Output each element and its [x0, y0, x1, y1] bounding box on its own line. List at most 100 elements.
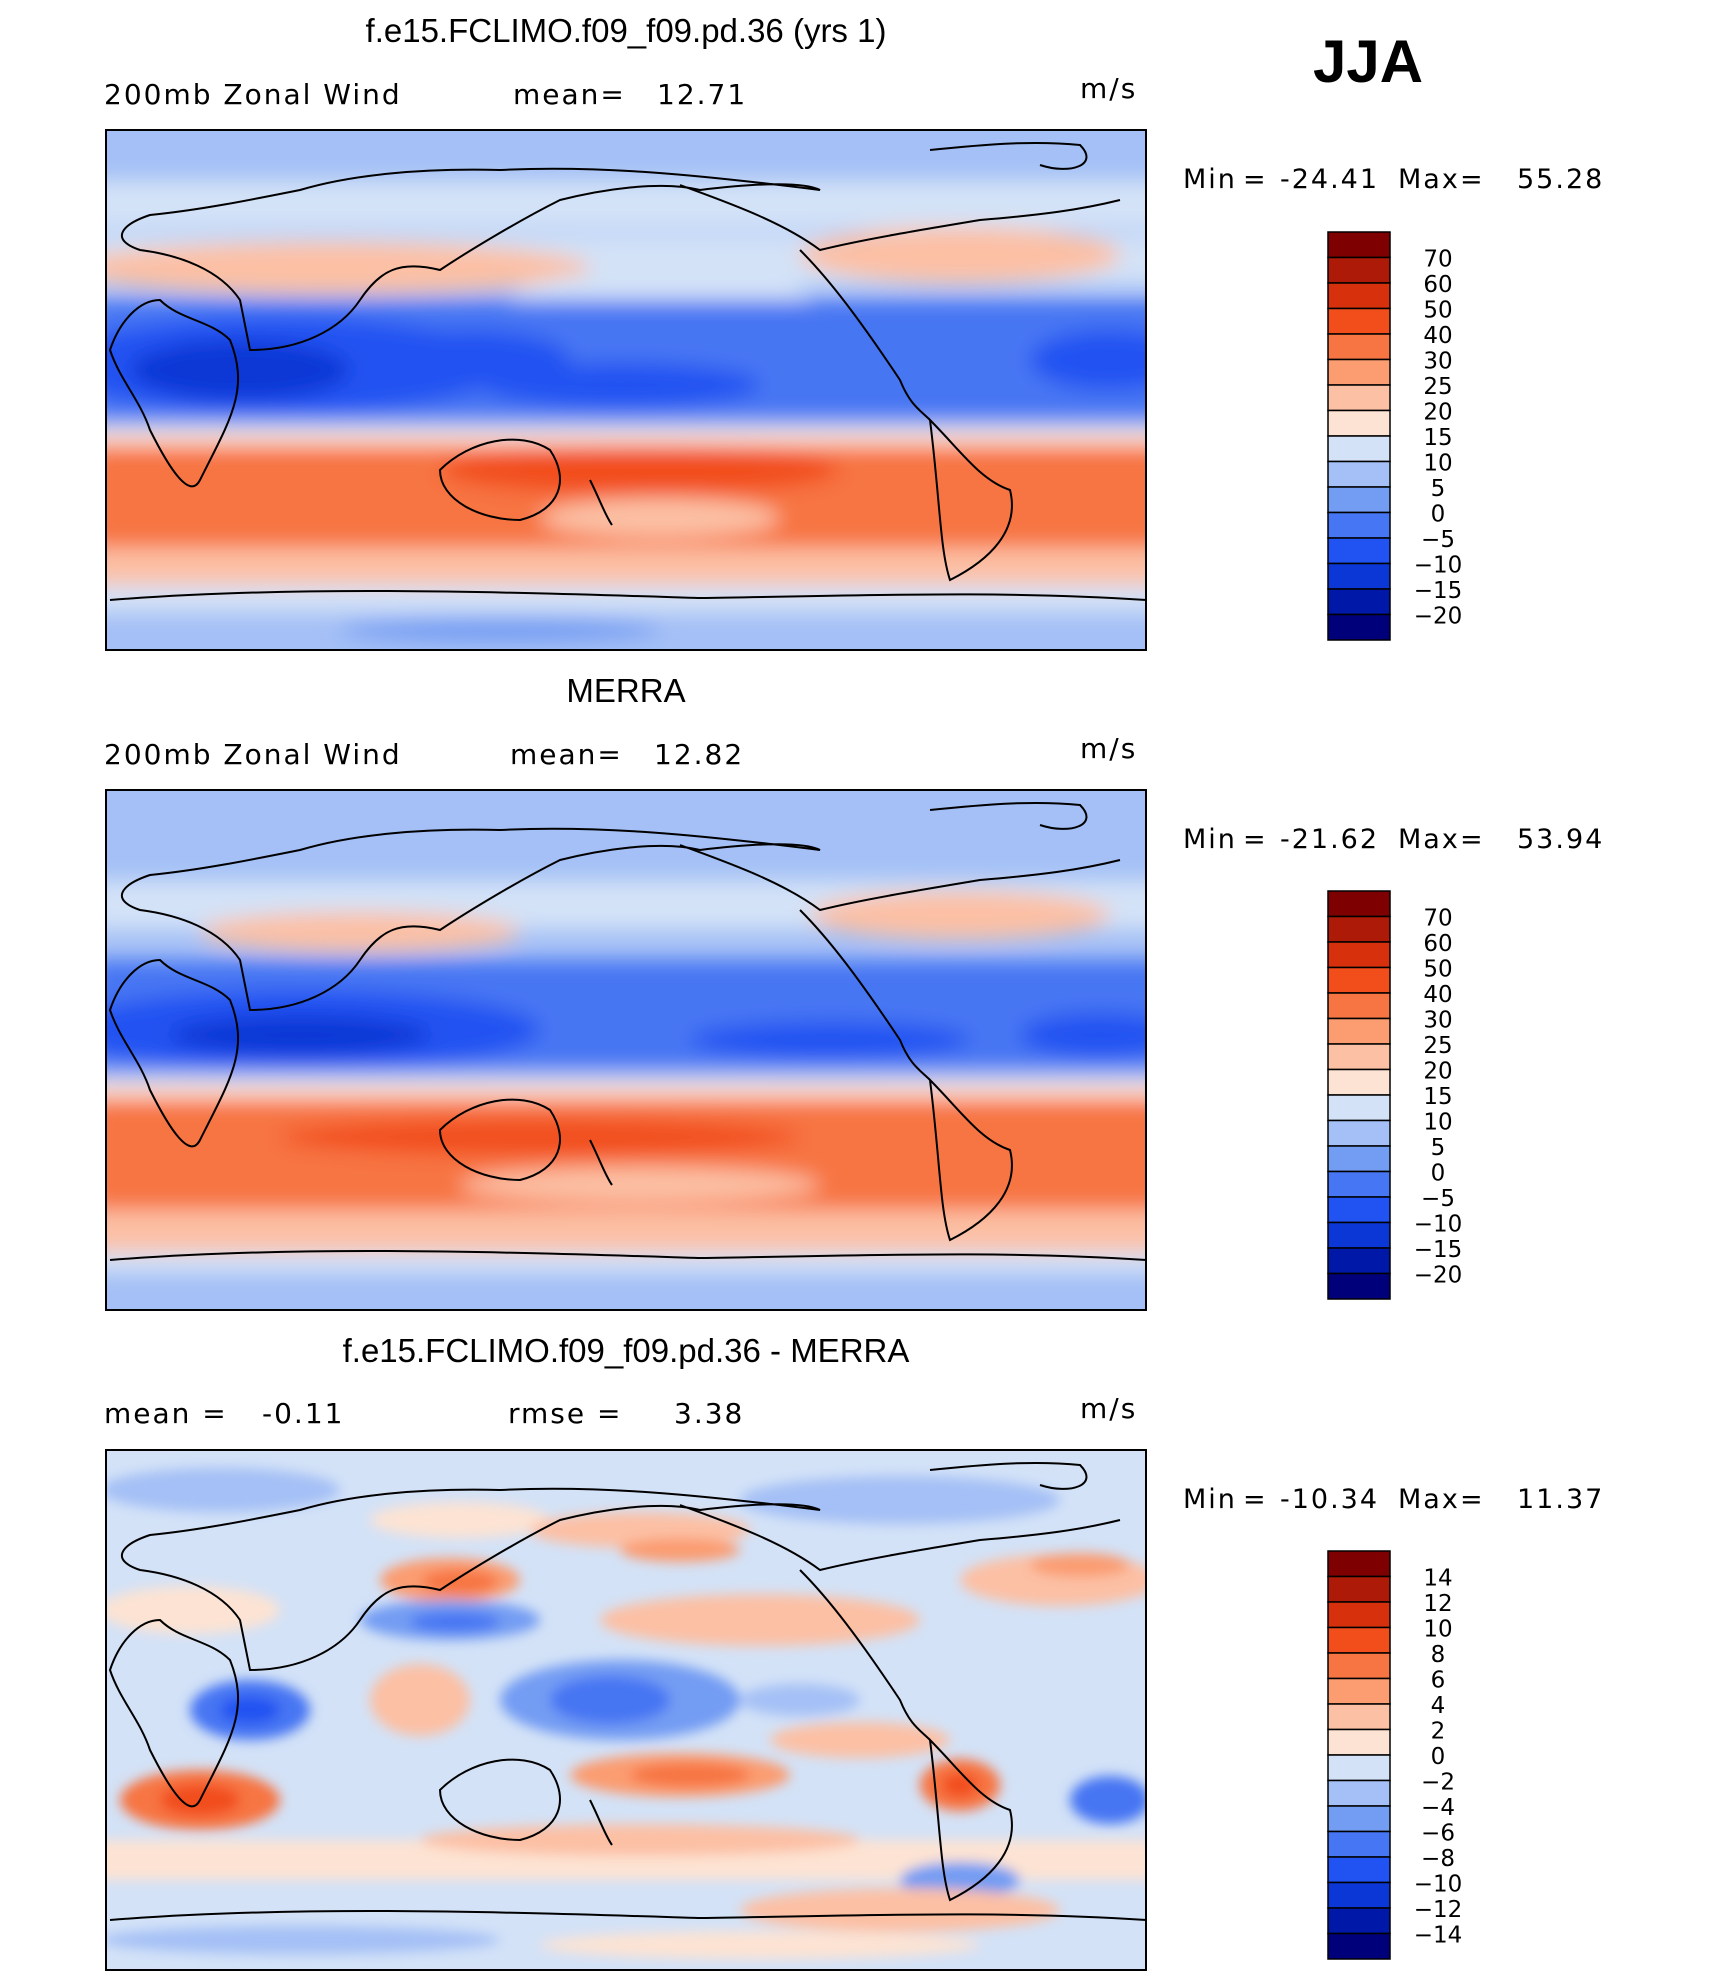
- colorbar-tick-label: −8: [1421, 1846, 1455, 1872]
- max-label: Max: [1398, 824, 1460, 855]
- colorbar-tick-label: 20: [1423, 1059, 1452, 1085]
- map-frame: [105, 129, 1147, 651]
- max-value: 11.37: [1517, 1484, 1604, 1515]
- colorbar-tick-label: 5: [1431, 1135, 1446, 1161]
- svg-text:=: =: [1243, 824, 1268, 855]
- panel-merra: MERRA 200mb Zonal Wind mean= 12.82 m/s: [104, 672, 1604, 1311]
- min-label: Min: [1183, 824, 1237, 855]
- colorbar-swatch: [1327, 231, 1391, 259]
- colorbar-swatch: [1327, 1145, 1391, 1173]
- colorbar-swatch: [1327, 1652, 1391, 1680]
- panel-title: f.e15.FCLIMO.f09_f09.pd.36 (yrs 1): [366, 12, 887, 49]
- colorbar-swatch: [1327, 1601, 1391, 1629]
- colorbar-tick-label: 0: [1431, 502, 1446, 528]
- colorbar-tick-label: 2: [1431, 1719, 1446, 1745]
- colorbar-swatch: [1327, 409, 1391, 437]
- colorbar-swatch: [1327, 486, 1391, 514]
- max-label: Max: [1398, 164, 1460, 195]
- mean-label: mean=: [510, 738, 623, 771]
- colorbar-swatch: [1327, 1932, 1391, 1960]
- svg-text:=: =: [1460, 164, 1485, 195]
- colorbar-tick-label: −15: [1414, 578, 1463, 604]
- units-label: m/s: [1080, 732, 1137, 765]
- colorbar-swatch: [1327, 966, 1391, 994]
- colorbar-swatch: [1327, 1170, 1391, 1198]
- colorbar-swatch: [1327, 562, 1391, 590]
- colorbar-swatch: [1327, 282, 1391, 310]
- colorbar-swatch: [1327, 1779, 1391, 1807]
- max-value: 53.94: [1517, 824, 1604, 855]
- colorbar-swatch: [1327, 333, 1391, 361]
- colorbar-swatch: [1327, 435, 1391, 463]
- colorbar-swatch: [1327, 1677, 1391, 1705]
- colorbar-swatch: [1327, 1805, 1391, 1833]
- colorbar-tick-label: −12: [1414, 1897, 1463, 1923]
- colorbar-swatch: [1327, 1754, 1391, 1782]
- colorbar-swatch: [1327, 1043, 1391, 1071]
- svg-text:=: =: [1243, 164, 1268, 195]
- minmax-label: Min = -21.62 Max = 53.94: [1183, 824, 1604, 855]
- colorbar-swatch: [1327, 1094, 1391, 1122]
- colorbar-swatch: [1327, 460, 1391, 488]
- colorbar-tick-label: 0: [1431, 1161, 1446, 1187]
- minmax-label: Min = -24.41 Max = 55.28: [1183, 164, 1604, 195]
- mean-value: -0.11: [262, 1397, 344, 1430]
- colorbar-swatch: [1327, 1272, 1391, 1300]
- max-value: 55.28: [1517, 164, 1604, 195]
- colorbar-tick-label: −4: [1421, 1795, 1455, 1821]
- colorbar-tick-label: −2: [1421, 1770, 1455, 1796]
- min-value: -24.41: [1280, 164, 1379, 195]
- panel-difference: f.e15.FCLIMO.f09_f09.pd.36 - MERRA mean …: [104, 1332, 1604, 1971]
- map-frame: [105, 1449, 1147, 1971]
- colorbar-swatch: [1327, 537, 1391, 565]
- colorbar-swatch: [1327, 1626, 1391, 1654]
- colorbar-tick-label: 70: [1423, 247, 1452, 273]
- colorbar-swatch: [1327, 613, 1391, 641]
- panel-title: f.e15.FCLIMO.f09_f09.pd.36 - MERRA: [343, 1332, 910, 1369]
- colorbar-swatch: [1327, 384, 1391, 412]
- colorbar-tick-label: −20: [1414, 604, 1463, 630]
- colorbar-swatch: [1327, 1856, 1391, 1884]
- min-value: -21.62: [1280, 824, 1379, 855]
- contour-map: [106, 130, 1146, 650]
- colorbar-swatch: [1327, 992, 1391, 1020]
- mean-label: mean=: [513, 78, 626, 111]
- colorbar-swatch: [1327, 1550, 1391, 1578]
- colorbar-tick-label: 50: [1423, 957, 1452, 983]
- colorbar-swatch: [1327, 1881, 1391, 1909]
- coastlines: [108, 801, 1146, 1261]
- contour-map: [106, 790, 1146, 1310]
- colorbar-tick-label: 8: [1431, 1642, 1446, 1668]
- svg-text:=: =: [1460, 1484, 1485, 1515]
- svg-text:=: =: [1460, 824, 1485, 855]
- colorbar-tick-label: 12: [1423, 1591, 1452, 1617]
- variable-label: 200mb Zonal Wind: [104, 738, 402, 771]
- colorbar-tick-label: 5: [1431, 476, 1446, 502]
- minmax-label: Min = -10.34 Max = 11.37: [1183, 1484, 1604, 1515]
- variable-label: 200mb Zonal Wind: [104, 78, 402, 111]
- colorbar-swatch: [1327, 1119, 1391, 1147]
- colorbar-tick-label: −14: [1414, 1923, 1463, 1949]
- colorbar-tick-label: 40: [1423, 982, 1452, 1008]
- colorbar-tick-label: 30: [1423, 349, 1452, 375]
- rmse-label: rmse =: [508, 1397, 622, 1430]
- colorbar-tick-label: −5: [1421, 527, 1455, 553]
- colorbar-tick-label: −15: [1414, 1237, 1463, 1263]
- colorbar-tick-label: −5: [1421, 1186, 1455, 1212]
- mean-value: 12.71: [657, 78, 747, 111]
- colorbar-swatch: [1327, 1017, 1391, 1045]
- min-value: -10.34: [1280, 1484, 1379, 1515]
- colorbar-tick-label: −20: [1414, 1263, 1463, 1289]
- colorbar-tick-label: 50: [1423, 298, 1452, 324]
- colorbar-swatch: [1327, 511, 1391, 539]
- colorbar-tick-label: 20: [1423, 400, 1452, 426]
- coastlines: [108, 1461, 1146, 1921]
- min-label: Min: [1183, 1484, 1237, 1515]
- colorbar-swatch: [1327, 307, 1391, 335]
- panel-model: f.e15.FCLIMO.f09_f09.pd.36 (yrs 1) 200mb…: [104, 12, 1604, 651]
- season-label: JJA: [1313, 28, 1423, 95]
